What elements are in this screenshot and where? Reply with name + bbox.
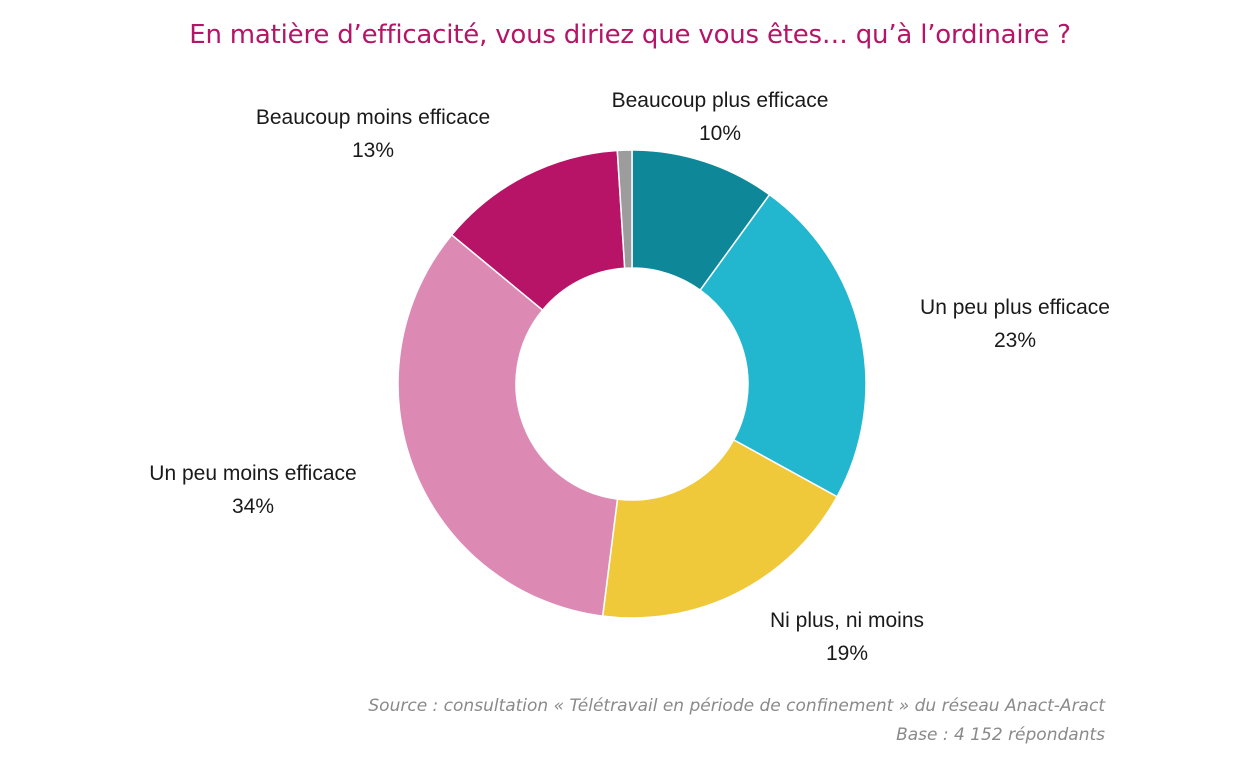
slice-un-peu-plus [699, 193, 867, 498]
label-un-peu-plus-efficace: Un peu plus efficace 23% [920, 291, 1110, 357]
label-beaucoup-plus-efficace: Beaucoup plus efficace 10% [612, 84, 829, 150]
label-ni-plus-ni-moins: Ni plus, ni moins 19% [770, 604, 924, 670]
label-un-peu-moins-efficace: Un peu moins efficace 34% [149, 457, 356, 523]
label-name: Un peu moins efficace [149, 462, 357, 485]
label-name: Un peu plus efficace [920, 296, 1110, 319]
source-text: Source : consultation « Télétravail en p… [368, 696, 1105, 716]
base-text: Base : 4 152 répondants [896, 725, 1105, 745]
slice-ni-plus-ni-moins [601, 438, 839, 619]
label-value: 34% [231, 495, 275, 518]
label-value: 19% [825, 642, 869, 665]
label-name: Ni plus, ni moins [769, 609, 925, 632]
source-note: Source : consultation « Télétravail en p… [368, 692, 1105, 750]
slice-un-peu-moins [397, 233, 619, 617]
label-name: Beaucoup plus efficace [611, 89, 829, 112]
label-value: 13% [351, 139, 395, 162]
label-beaucoup-moins-efficace: Beaucoup moins efficace 13% [256, 101, 490, 167]
label-value: 10% [698, 122, 742, 145]
chart-title: En matière d’efficacité, vous diriez que… [189, 20, 1071, 50]
label-value: 23% [993, 329, 1037, 352]
label-name: Beaucoup moins efficace [255, 106, 491, 129]
slice-sans-reponse [616, 149, 633, 270]
